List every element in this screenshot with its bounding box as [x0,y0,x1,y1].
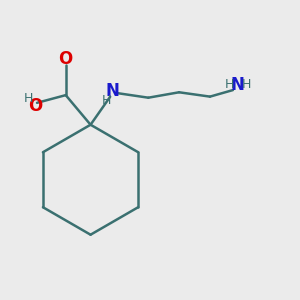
Text: H: H [224,78,234,91]
Text: H: H [23,92,33,105]
Text: O: O [58,50,73,68]
Text: H: H [102,94,111,107]
Text: N: N [106,82,119,100]
Text: H: H [242,78,251,91]
Text: O: O [28,97,43,115]
Text: N: N [230,76,244,94]
